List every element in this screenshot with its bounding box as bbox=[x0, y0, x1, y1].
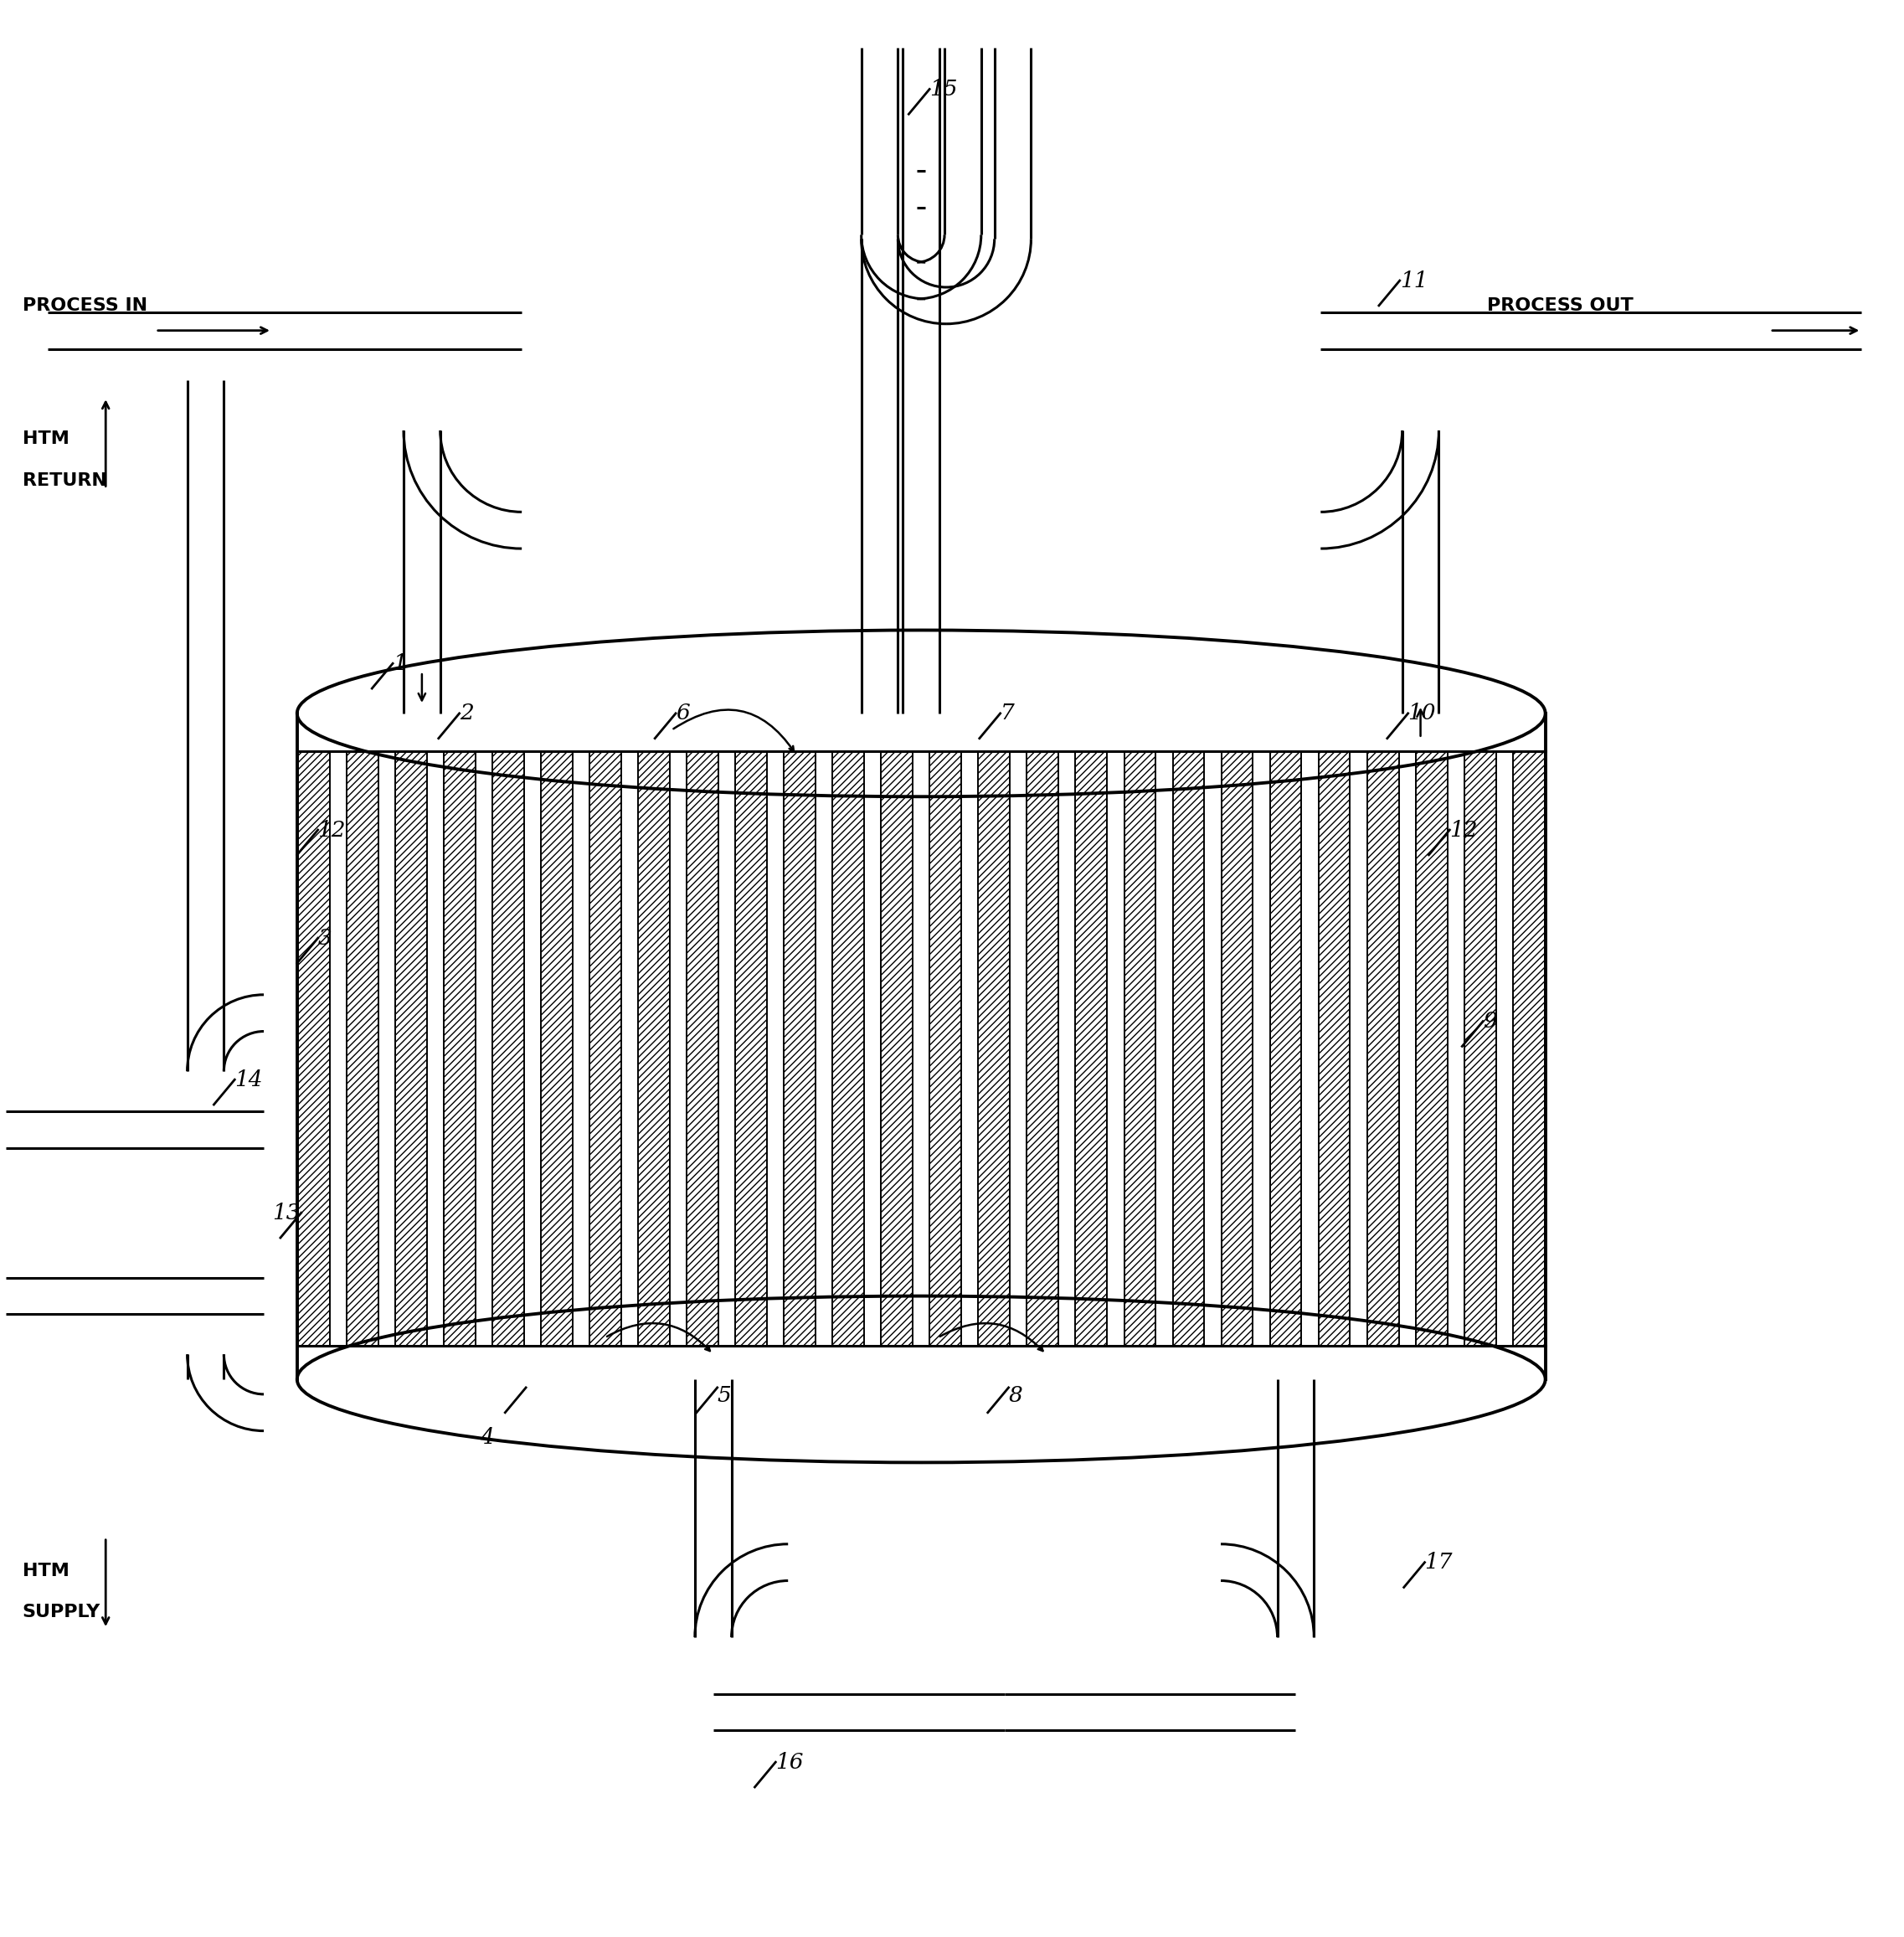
Bar bbox=[1076, 752, 1106, 1346]
Text: PROCESS OUT: PROCESS OUT bbox=[1487, 296, 1634, 314]
Text: 11: 11 bbox=[1399, 269, 1428, 291]
Bar bbox=[1270, 752, 1302, 1346]
Bar bbox=[297, 752, 1544, 1346]
Text: 13: 13 bbox=[272, 1203, 301, 1224]
Bar bbox=[1417, 752, 1447, 1346]
Bar bbox=[1220, 752, 1253, 1346]
Ellipse shape bbox=[297, 630, 1546, 796]
Text: 15: 15 bbox=[929, 79, 958, 99]
Bar bbox=[1464, 752, 1497, 1346]
Text: 8: 8 bbox=[1009, 1385, 1022, 1406]
Text: 9: 9 bbox=[1483, 1011, 1497, 1032]
Text: 7: 7 bbox=[1000, 703, 1015, 724]
Text: 14: 14 bbox=[234, 1069, 263, 1091]
Text: 10: 10 bbox=[1409, 703, 1436, 724]
Text: 4: 4 bbox=[480, 1428, 495, 1449]
Bar bbox=[1318, 752, 1350, 1346]
Bar bbox=[493, 752, 524, 1346]
Text: 12: 12 bbox=[1449, 819, 1478, 841]
Text: 2: 2 bbox=[459, 703, 474, 724]
Bar bbox=[396, 752, 426, 1346]
Bar bbox=[1026, 752, 1059, 1346]
Bar bbox=[297, 713, 1546, 1379]
Bar bbox=[784, 752, 815, 1346]
Ellipse shape bbox=[297, 1296, 1546, 1462]
Text: 17: 17 bbox=[1424, 1552, 1453, 1573]
Bar bbox=[1123, 752, 1156, 1346]
Bar bbox=[882, 752, 912, 1346]
Bar bbox=[541, 752, 573, 1346]
Bar bbox=[638, 752, 670, 1346]
Text: 12: 12 bbox=[318, 819, 347, 841]
Text: SUPPLY: SUPPLY bbox=[23, 1604, 101, 1621]
Text: 5: 5 bbox=[718, 1385, 731, 1406]
Text: 3: 3 bbox=[318, 928, 331, 949]
Bar bbox=[1173, 752, 1205, 1346]
Bar bbox=[735, 752, 767, 1346]
Bar bbox=[687, 752, 718, 1346]
Bar bbox=[1367, 752, 1399, 1346]
Bar bbox=[590, 752, 621, 1346]
Text: PROCESS IN: PROCESS IN bbox=[23, 296, 147, 314]
Bar bbox=[297, 752, 329, 1346]
Text: RETURN: RETURN bbox=[23, 473, 107, 488]
Bar bbox=[1514, 752, 1544, 1346]
Bar bbox=[979, 752, 1009, 1346]
Bar bbox=[929, 752, 962, 1346]
Text: HTM: HTM bbox=[23, 1563, 69, 1579]
Text: HTM: HTM bbox=[23, 430, 69, 447]
Bar bbox=[832, 752, 864, 1346]
Text: 16: 16 bbox=[775, 1751, 803, 1772]
Bar bbox=[444, 752, 476, 1346]
Bar bbox=[347, 752, 379, 1346]
Text: 6: 6 bbox=[676, 703, 689, 724]
Text: 1: 1 bbox=[392, 653, 407, 674]
